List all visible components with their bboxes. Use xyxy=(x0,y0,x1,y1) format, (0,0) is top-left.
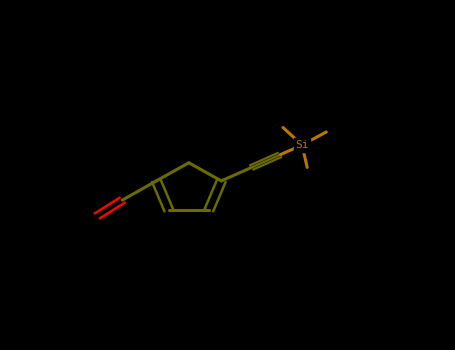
Text: Si: Si xyxy=(295,140,309,150)
